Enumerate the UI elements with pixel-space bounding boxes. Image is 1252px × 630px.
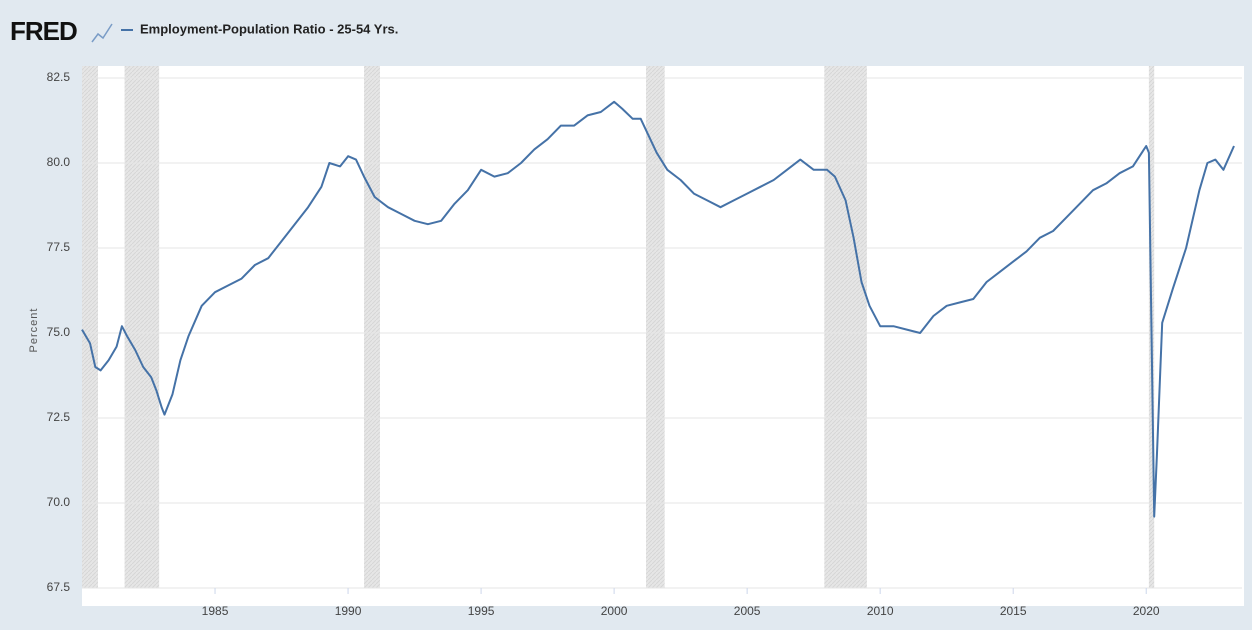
- y-tick-label: 70.0: [47, 495, 71, 509]
- x-tick-label: 2015: [1000, 604, 1027, 618]
- x-tick-label: 1995: [468, 604, 495, 618]
- y-tick-label: 80.0: [47, 155, 71, 169]
- y-tick-label: 67.5: [47, 580, 71, 594]
- logo: FRED: [10, 16, 77, 46]
- y-axis-label: Percent: [28, 308, 40, 353]
- x-tick-label: 2010: [867, 604, 894, 618]
- x-tick-label: 1985: [202, 604, 229, 618]
- recession-band: [646, 66, 665, 588]
- recession-band: [824, 66, 867, 588]
- x-tick-label: 1990: [335, 604, 362, 618]
- x-tick-label: 2000: [601, 604, 628, 618]
- y-tick-label: 75.0: [47, 325, 71, 339]
- recession-band: [82, 66, 98, 588]
- logo-icon: [91, 23, 113, 43]
- x-tick-label: 2020: [1133, 604, 1160, 618]
- x-tick-label: 2005: [734, 604, 761, 618]
- recession-band: [364, 66, 380, 588]
- legend-label: Employment-Population Ratio - 25-54 Yrs.: [140, 21, 398, 36]
- series-line: [81, 100, 1235, 518]
- y-tick-label: 72.5: [47, 410, 71, 424]
- y-tick-label: 77.5: [47, 240, 71, 254]
- recession-band: [124, 66, 160, 588]
- y-tick-label: 82.5: [47, 70, 71, 84]
